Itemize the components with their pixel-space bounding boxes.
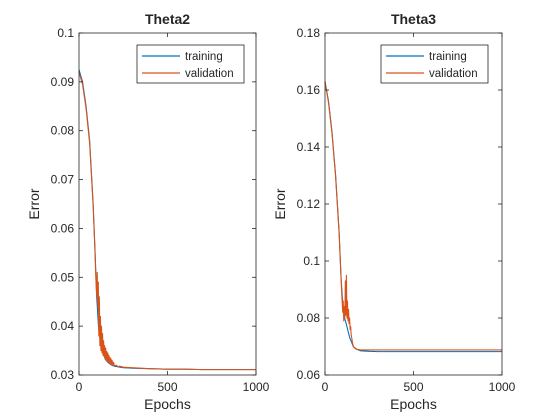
y-axis-label: Error [272, 188, 288, 219]
x-tick-label: 0 [322, 380, 329, 394]
y-tick-label: 0.1 [303, 254, 320, 268]
axes-theta2: 0 500 1000 0.03 0.04 0.05 0.06 0.07 0.08 0.09 0.1 T… [26, 11, 270, 412]
legend-label-validation: validation [185, 68, 234, 80]
series-line-validation [324, 81, 502, 351]
y-tick-label: 0.09 [51, 75, 75, 89]
x-tick-label: 500 [157, 380, 177, 394]
legend-label-validation: validation [429, 68, 478, 80]
y-tick-label: 0.07 [51, 173, 75, 187]
y-tick-label: 0.14 [297, 140, 321, 154]
y-tick-label: 0.03 [51, 368, 75, 382]
chart-title: Theta3 [391, 11, 436, 27]
chart-title: Theta2 [145, 11, 190, 27]
legend: training validation [136, 44, 245, 84]
y-tick-label: 0.1 [57, 26, 74, 40]
y-tick-label: 0.08 [297, 311, 321, 325]
legend-box [136, 44, 245, 84]
y-tick-label: 0.16 [297, 83, 321, 97]
plot-area [325, 33, 502, 375]
legend-label-training: training [185, 51, 223, 63]
y-tick-label: 0.08 [51, 124, 75, 138]
series-line-validation [78, 71, 256, 371]
y-tick-label: 0.06 [297, 368, 321, 382]
legend: training validation [380, 44, 489, 84]
x-tick-label: 1000 [243, 380, 270, 394]
legend-label-training: training [429, 51, 467, 63]
x-axis-label: Epochs [390, 396, 437, 412]
plot-area [79, 33, 256, 375]
x-axis-label: Epochs [144, 396, 191, 412]
axes-theta3: 0 500 1000 0.06 0.08 0.1 0.12 0.14 0.16 0.18 Theta… [272, 11, 516, 412]
y-tick-label: 0.04 [51, 319, 75, 333]
legend-box [380, 44, 489, 84]
y-tick-label: 0.18 [297, 26, 321, 40]
x-tick-label: 0 [76, 380, 83, 394]
y-tick-label: 0.06 [51, 221, 75, 235]
y-tick-label: 0.05 [51, 270, 75, 284]
x-tick-label: 1000 [489, 380, 516, 394]
y-tick-label: 0.12 [297, 197, 321, 211]
y-axis-label: Error [26, 188, 42, 219]
x-tick-label: 500 [403, 380, 423, 394]
